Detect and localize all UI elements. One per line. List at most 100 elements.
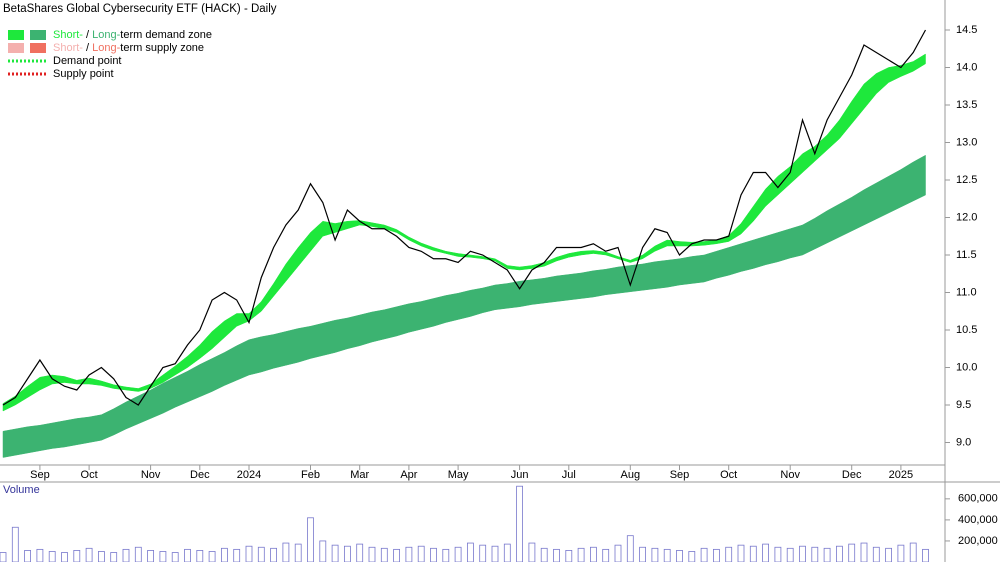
legend-text: /	[83, 42, 92, 54]
volume-bar	[872, 546, 880, 562]
volume-bar	[577, 547, 585, 562]
volume-bar	[516, 485, 523, 562]
price-plot	[2, 29, 927, 458]
volume-bar	[565, 550, 573, 562]
volume-bar	[688, 551, 696, 562]
x-tick-label: May	[448, 469, 469, 481]
volume-bar	[24, 550, 32, 562]
y-tick-label: 11.0	[956, 286, 977, 298]
volume-bar	[651, 547, 659, 562]
legend-text: term demand zone	[120, 29, 212, 41]
legend-label: Supply point	[53, 68, 114, 80]
legend-text: Long-	[92, 29, 120, 41]
volume-bar	[590, 546, 597, 562]
volume-bar	[479, 544, 487, 562]
price-line	[2, 29, 927, 406]
volume-bar	[405, 546, 413, 562]
volume-bar	[774, 546, 782, 562]
x-tick-label: Jun	[511, 469, 529, 481]
x-tick-label: Aug	[621, 469, 641, 481]
x-tick-label: Jul	[562, 469, 576, 481]
volume-bar	[196, 550, 204, 562]
y-tick-label: 12.5	[956, 174, 977, 186]
y-tick-label: 11.5	[956, 249, 977, 261]
legend-swatch	[30, 30, 46, 40]
legend-swatch	[30, 43, 46, 53]
volume-bar	[73, 550, 81, 562]
volume-bar	[885, 547, 892, 562]
volume-bar	[11, 526, 19, 562]
legend-text: Long-	[92, 42, 120, 54]
x-tick-label: 2024	[237, 469, 261, 481]
volume-bar	[676, 550, 683, 562]
x-tick-label: Dec	[842, 469, 862, 481]
x-tick-label: Sep	[30, 469, 50, 481]
volume-bar	[270, 547, 278, 562]
legend-swatch	[8, 30, 24, 40]
volume-bar	[294, 543, 302, 562]
volume-bar	[823, 547, 831, 562]
volume-bar	[540, 547, 548, 562]
volume-bar	[737, 544, 745, 562]
legend-label: Demand point	[53, 55, 122, 67]
legend-text: Demand point	[53, 55, 122, 67]
legend-label: Short- / Long-term demand zone	[53, 29, 212, 41]
zone-band	[2, 154, 926, 458]
volume-bar	[147, 550, 155, 562]
volume-bar	[380, 547, 388, 562]
volume-bar	[897, 544, 905, 562]
x-tick-label: Nov	[141, 469, 161, 481]
x-tick-label: Apr	[400, 469, 417, 481]
x-tick-label: Dec	[190, 469, 210, 481]
y-tick-label: 9.0	[956, 436, 971, 448]
x-tick-label: Sep	[670, 469, 690, 481]
volume-bar	[454, 546, 462, 562]
volume-bar	[208, 551, 216, 562]
legend-text: Short-	[53, 29, 83, 41]
volume-bar	[257, 546, 265, 562]
volume-bar	[811, 546, 819, 562]
volume-bar	[307, 517, 314, 562]
volume-bar	[614, 544, 622, 562]
legend-text: Supply point	[53, 68, 114, 80]
legend-text: term supply zone	[120, 42, 204, 54]
volume-bar	[725, 546, 733, 562]
volume-bar	[220, 547, 228, 562]
volume-bar	[430, 547, 437, 562]
x-tick-label: Feb	[301, 469, 320, 481]
chart-title: BetaShares Global Cybersecurity ETF (HAC…	[3, 3, 277, 15]
volume-bar	[368, 546, 376, 562]
volume-bar	[700, 547, 708, 562]
y-tick-label: 400,000	[958, 514, 998, 526]
legend-label: Short- / Long-term supply zone	[53, 42, 204, 54]
volume-bar	[848, 543, 856, 562]
y-tick-label: 13.0	[956, 136, 977, 148]
volume-bar	[762, 543, 769, 562]
legend-text: Short-	[53, 42, 83, 54]
volume-bar	[48, 551, 56, 562]
volume-bar	[356, 543, 364, 562]
y-tick-label: 14.0	[956, 61, 977, 73]
y-tick-label: 9.5	[956, 399, 971, 411]
y-tick-label: 10.5	[956, 324, 977, 336]
volume-bar	[319, 540, 327, 562]
x-tick-label: Nov	[780, 469, 800, 481]
volume-bar	[85, 547, 93, 562]
y-tick-label: 12.0	[956, 211, 977, 223]
volume-bar	[786, 547, 794, 562]
legend-swatch	[8, 43, 24, 53]
x-tick-label: 2025	[889, 469, 913, 481]
x-tick-label: Oct	[720, 469, 737, 481]
volume-bar	[639, 546, 646, 562]
y-tick-label: 200,000	[958, 535, 998, 547]
volume-bar	[98, 551, 105, 562]
y-tick-label: 10.0	[956, 361, 977, 373]
volume-title: Volume	[3, 484, 40, 496]
x-tick-label: Oct	[81, 469, 98, 481]
x-tick-label: Mar	[350, 469, 369, 481]
volume-bar	[134, 546, 142, 562]
volume-bar	[503, 543, 511, 562]
legend-text: /	[83, 29, 92, 41]
